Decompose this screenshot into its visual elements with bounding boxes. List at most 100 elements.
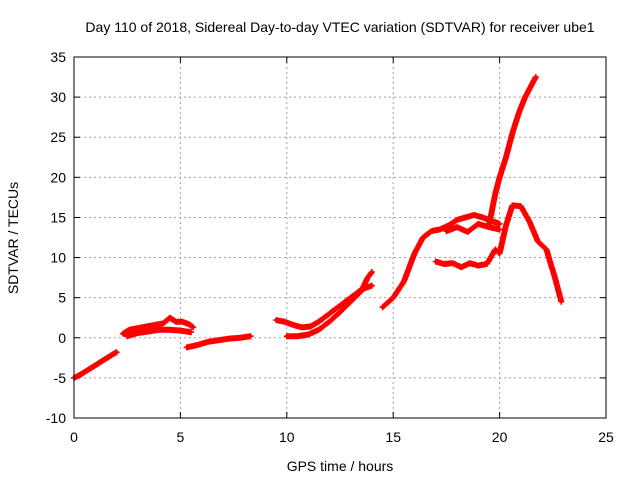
data-point [493, 248, 497, 252]
data-point [249, 334, 253, 338]
data-layer [71, 74, 565, 381]
data-point [530, 83, 534, 87]
data-point [110, 353, 114, 357]
series-markers [183, 333, 254, 351]
data-point [455, 225, 459, 229]
data-point [327, 320, 331, 324]
data-point [527, 219, 531, 223]
data-point [468, 261, 472, 265]
data-point [146, 329, 150, 333]
y-tick-label: 20 [50, 169, 66, 185]
data-point [327, 312, 331, 316]
series-arc8 [443, 220, 503, 235]
data-point [283, 320, 287, 324]
data-point [485, 262, 489, 266]
data-point [504, 223, 508, 227]
data-point [498, 175, 502, 179]
data-point [444, 229, 448, 233]
data-point [487, 223, 491, 227]
data-point [370, 284, 374, 288]
data-point [306, 333, 310, 337]
data-point [115, 350, 119, 354]
x-tick-label: 15 [385, 429, 401, 445]
data-point [317, 320, 321, 324]
y-tick-label: 30 [50, 89, 66, 105]
data-point [189, 330, 193, 334]
data-point [434, 260, 438, 264]
data-point [498, 252, 502, 256]
plot-frame [73, 56, 607, 419]
data-point [104, 357, 108, 361]
data-point [144, 325, 148, 329]
data-point [153, 323, 157, 327]
data-point [510, 203, 514, 207]
data-point [195, 343, 199, 347]
data-point [338, 304, 342, 308]
data-point [438, 227, 442, 231]
data-point [544, 248, 548, 252]
data-point [217, 338, 221, 342]
data-point [510, 131, 514, 135]
data-point [136, 326, 140, 330]
data-point [421, 236, 425, 239]
data-point [78, 373, 82, 377]
data-point [127, 328, 131, 332]
data-point [451, 261, 455, 265]
y-tick-label: 5 [58, 290, 66, 306]
data-point [121, 332, 125, 336]
x-axis-label: GPS time / hours [287, 458, 394, 474]
data-point [291, 323, 295, 327]
data-point [168, 328, 172, 332]
data-point [536, 240, 540, 244]
y-tick-label: -5 [54, 370, 67, 386]
chart-title: Day 110 of 2018, Sidereal Day-to-day VTE… [85, 19, 594, 35]
data-point [338, 310, 342, 314]
data-point [178, 329, 182, 333]
y-tick-label: 10 [50, 250, 66, 266]
grid-layer [74, 57, 606, 418]
data-point [161, 321, 165, 325]
data-point [98, 361, 102, 365]
data-point [498, 222, 502, 226]
y-tick-label: 15 [50, 209, 66, 225]
data-point [493, 191, 497, 195]
data-point [466, 230, 470, 234]
data-point [359, 289, 363, 293]
data-point [85, 369, 89, 373]
data-point [317, 328, 321, 332]
x-tick-label: 10 [279, 429, 295, 445]
data-point [381, 305, 385, 309]
data-point [476, 264, 480, 268]
series-arc2 [119, 314, 197, 337]
tick-layer: 0 5 10 15 20 25 -10 -5 0 5 10 15 20 25 30 35 [46, 49, 614, 445]
data-point [185, 345, 189, 349]
y-tick-label: 25 [50, 129, 66, 145]
series-arc6 [283, 269, 375, 340]
data-point [559, 300, 563, 304]
data-point [157, 328, 161, 332]
data-point [187, 322, 191, 326]
data-point [412, 252, 416, 256]
data-point [459, 265, 463, 269]
data-point [181, 320, 185, 324]
data-point [455, 218, 459, 222]
data-point [295, 334, 299, 338]
data-point [125, 334, 129, 338]
data-point [447, 223, 451, 227]
data-point [238, 336, 242, 340]
y-tick-label: 35 [50, 49, 66, 65]
data-point [300, 325, 304, 329]
data-point [191, 325, 195, 329]
series-arc9 [432, 202, 565, 305]
data-point [91, 365, 95, 369]
data-point [308, 325, 312, 329]
data-point [168, 316, 172, 320]
data-point [464, 215, 468, 219]
series-arc3 [124, 326, 194, 340]
data-point [285, 334, 289, 338]
data-point [349, 300, 353, 304]
series-arc10 [486, 74, 539, 229]
data-point [274, 318, 278, 322]
y-tick-label: 0 [58, 330, 66, 346]
